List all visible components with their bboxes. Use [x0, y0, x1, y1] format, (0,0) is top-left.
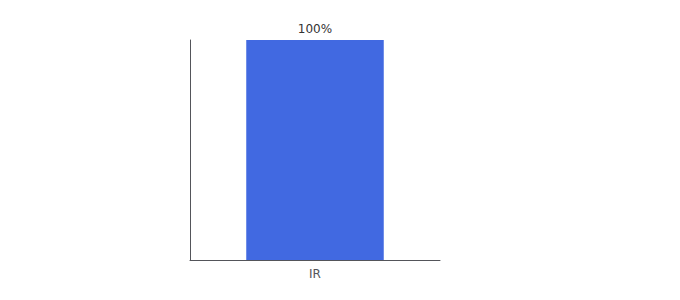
svg-text:IR: IR: [309, 267, 321, 281]
svg-text:100%: 100%: [298, 22, 332, 36]
